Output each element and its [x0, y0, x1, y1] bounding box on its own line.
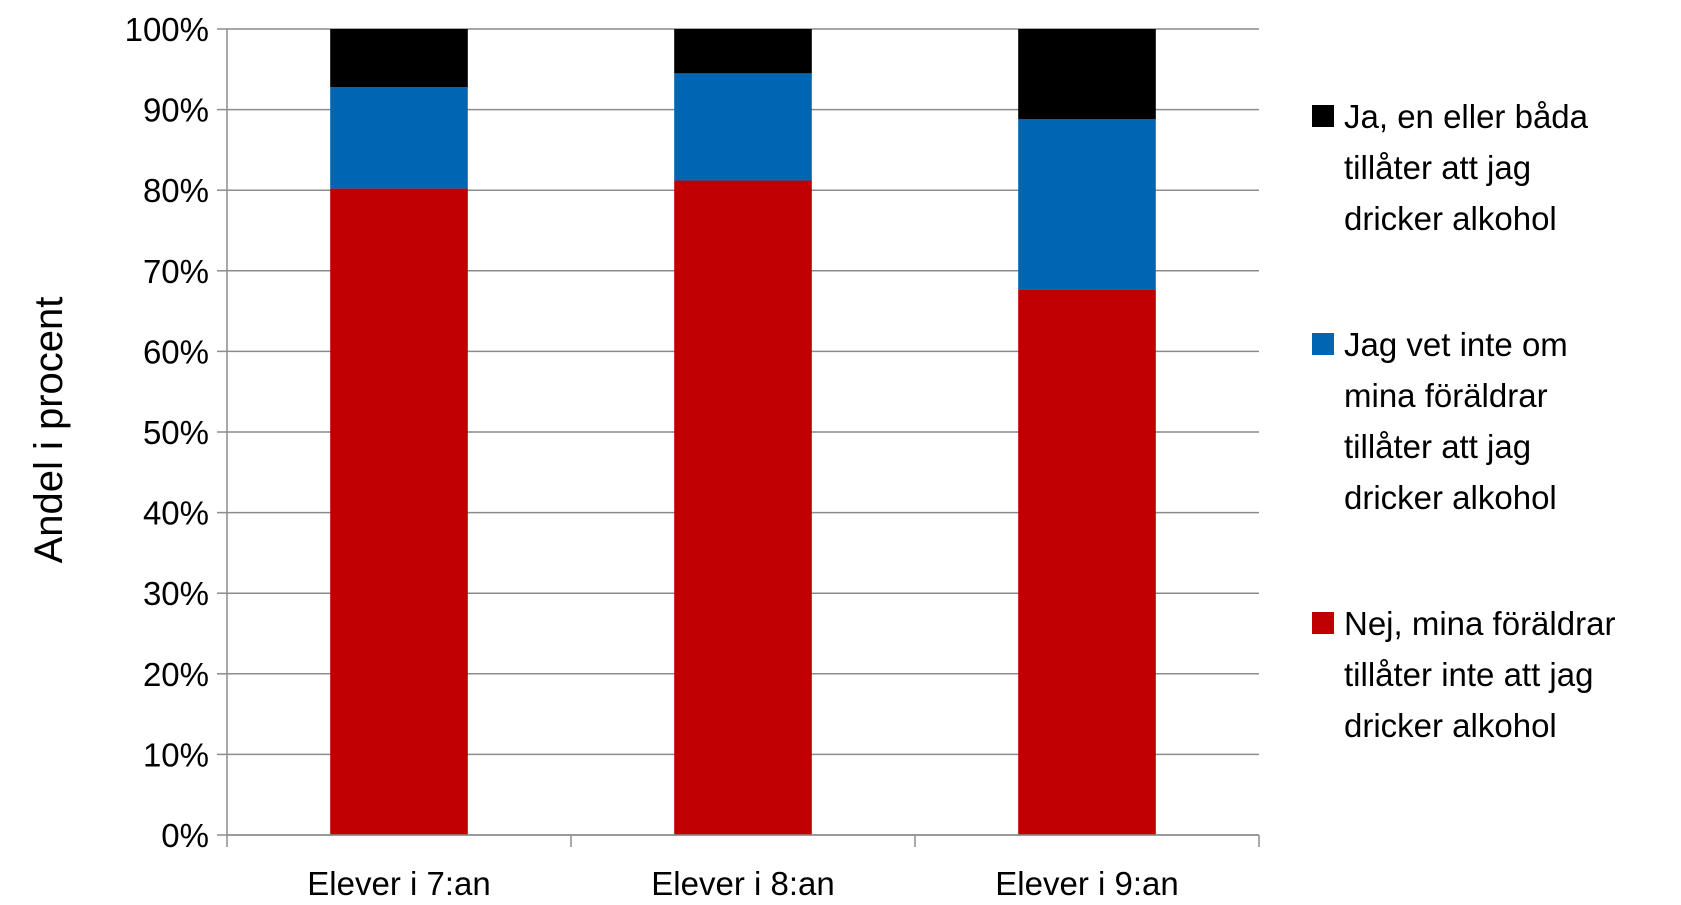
bar-segment-3 [330, 29, 468, 88]
y-tick-label: 70% [143, 253, 209, 290]
x-category-label: Elever i 7:an [307, 865, 490, 900]
legend-swatch [1312, 612, 1334, 634]
y-tick-label: 90% [143, 92, 209, 129]
y-tick-label: 10% [143, 736, 209, 773]
y-tick-label: 30% [143, 575, 209, 612]
legend-label-line: Nej, mina föräldrar [1344, 605, 1615, 642]
y-tick-label: 20% [143, 656, 209, 693]
legend-label-line: Ja, en eller båda [1344, 98, 1589, 135]
x-category-label: Elever i 9:an [995, 865, 1178, 900]
bar-segment-3 [1018, 29, 1156, 120]
legend-label-line: tillåter att jag [1344, 428, 1531, 465]
legend-swatch [1312, 105, 1334, 127]
y-tick-label: 80% [143, 172, 209, 209]
legend-entry: Ja, en eller båda tillåter att jag dricker… [1312, 98, 1589, 237]
legend-label-line: dricker alkohol [1344, 707, 1557, 744]
bar-segment-2 [330, 87, 468, 189]
bar-segment-1 [674, 180, 812, 835]
bar-segment-2 [1018, 119, 1156, 290]
legend: Ja, en eller båda tillåter att jag dricker… [1312, 98, 1615, 744]
y-tick-label: 40% [143, 495, 209, 532]
bars [330, 29, 1156, 835]
x-category-labels: Elever i 7:an Elever i 8:an Elever i 9:an [307, 865, 1178, 902]
legend-label-line: dricker alkohol [1344, 200, 1557, 237]
y-tick-labels: 0% 10% 20% 30% 40% 50% 60% 70% 80% 90% 100% [125, 11, 209, 854]
y-tick-label: 60% [143, 333, 209, 370]
legend-label-line: tillåter att jag [1344, 149, 1531, 186]
y-tick-label: 0% [161, 817, 209, 854]
bar-segment-3 [674, 29, 812, 74]
bar-segment-1 [1018, 289, 1156, 835]
x-category-label: Elever i 8:an [651, 865, 834, 900]
legend-label-line: mina föräldrar [1344, 377, 1548, 414]
legend-entry: Jag vet inte om mina föräldrar tillåter at… [1312, 326, 1568, 516]
legend-label-line: Jag vet inte om [1344, 326, 1568, 363]
legend-label-line: tillåter inte att jag [1344, 656, 1593, 693]
legend-entry: Nej, mina föräldrar tillåter inte att jag… [1312, 605, 1615, 744]
axes [217, 28, 1260, 847]
bar-segment-1 [330, 188, 468, 835]
y-tick-label: 100% [125, 11, 209, 48]
y-tick-label: 50% [143, 414, 209, 451]
legend-swatch [1312, 333, 1334, 355]
legend-label-line: dricker alkohol [1344, 479, 1557, 516]
y-axis-title: Andel i procent [27, 297, 71, 564]
bar-segment-2 [674, 73, 812, 181]
